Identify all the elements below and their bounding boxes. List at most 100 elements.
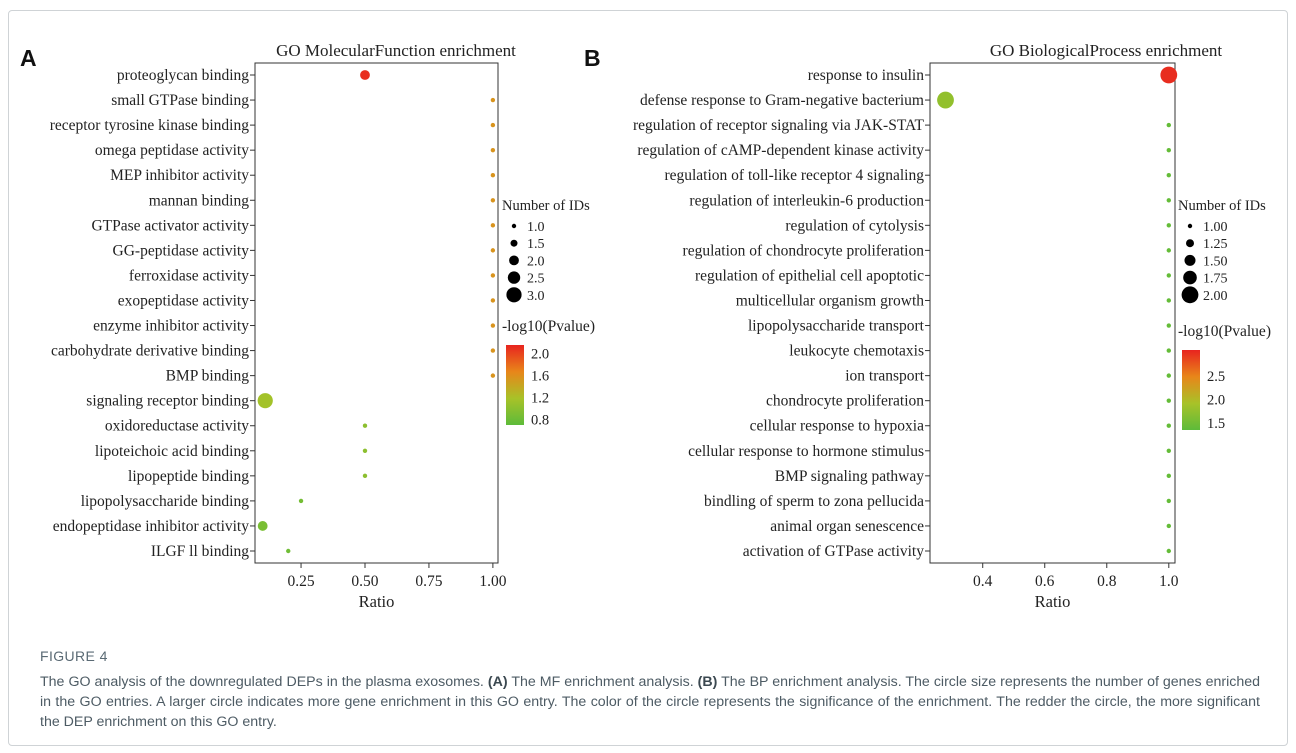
- y-tick-label: proteoglycan binding: [117, 67, 249, 84]
- y-tick-label: lipopolysaccharide transport: [748, 318, 925, 335]
- data-point: [1166, 473, 1171, 479]
- color-bar: [1182, 350, 1200, 430]
- size-legend-dot: [509, 255, 519, 266]
- color-bar-label: 1.5: [1207, 416, 1225, 432]
- data-point: [490, 147, 496, 153]
- y-tick-label: multicellular organism growth: [736, 292, 925, 309]
- figure-caption: FIGURE 4 The GO analysis of the downregu…: [40, 648, 1260, 732]
- y-tick-label: regulation of cAMP-dependent kinase acti…: [637, 142, 924, 159]
- panel-b: B GO BiologicalProcess enrichment response…: [584, 41, 1271, 611]
- y-tick-label: small GTPase binding: [111, 92, 249, 109]
- y-tick-label: lipopeptide binding: [128, 468, 249, 485]
- size-legend-label: 1.50: [1203, 254, 1228, 269]
- data-point: [490, 348, 496, 353]
- data-point: [362, 448, 368, 453]
- color-bar-label: 1.6: [531, 368, 549, 384]
- y-tick-label: regulation of toll-like receptor 4 signa…: [664, 167, 924, 184]
- color-bar: [506, 345, 524, 425]
- chart-title: GO MolecularFunction enrichment: [276, 41, 516, 60]
- data-point: [1166, 248, 1171, 253]
- data-point: [490, 198, 496, 203]
- x-tick-label: 0.4: [973, 573, 993, 590]
- data-point: [257, 393, 273, 409]
- y-tick-label: exopeptidase activity: [118, 292, 250, 309]
- y-tick-label: lipoteichoic acid binding: [95, 443, 249, 460]
- size-legend-title: Number of IDs: [502, 198, 590, 214]
- data-point: [1166, 398, 1171, 403]
- size-legend-title: Number of IDs: [1178, 198, 1266, 214]
- data-point: [1166, 147, 1171, 153]
- y-tick-label: regulation of interleukin-6 production: [689, 192, 924, 209]
- size-legend-label: 1.0: [527, 220, 545, 235]
- color-bar-label: 1.2: [531, 390, 549, 406]
- y-tick-label: oxidoreductase activity: [105, 418, 249, 435]
- size-legend-label: 1.25: [1203, 237, 1228, 252]
- size-legend-label: 1.75: [1203, 272, 1228, 287]
- color-bar-label: 2.0: [531, 346, 549, 362]
- size-legend-label: 1.5: [527, 237, 545, 252]
- data-point: [360, 70, 370, 80]
- y-tick-label: regulation of cytolysis: [785, 217, 924, 234]
- x-axis-label: Ratio: [359, 592, 395, 611]
- y-tick-label: response to insulin: [808, 67, 924, 84]
- y-tick-label: enzyme inhibitor activity: [93, 318, 249, 335]
- data-point: [490, 298, 496, 303]
- y-tick-label: cellular response to hypoxia: [750, 418, 924, 435]
- y-tick-label: signaling receptor binding: [86, 393, 249, 410]
- y-tick-label: ferroxidase activity: [129, 267, 249, 284]
- data-point: [1166, 448, 1171, 453]
- data-point: [490, 323, 496, 328]
- data-point: [362, 473, 368, 479]
- data-point: [1166, 548, 1171, 554]
- x-tick-label: 0.75: [415, 573, 442, 590]
- data-point: [1166, 523, 1171, 529]
- data-point: [490, 248, 496, 253]
- data-point: [1166, 173, 1171, 178]
- size-legend-label: 2.00: [1203, 289, 1228, 304]
- size-legend-dot: [511, 223, 517, 229]
- panel-a: A GO MolecularFunction enrichment proteogl…: [20, 41, 595, 611]
- size-legend-dot: [1187, 223, 1193, 229]
- x-tick-label: 1.0: [1159, 573, 1179, 590]
- y-tick-label: BMP binding: [166, 368, 250, 385]
- y-tick-label: bindling of sperm to zona pellucida: [704, 493, 924, 510]
- color-bar-label: 2.0: [1207, 392, 1225, 408]
- caption-fragment: The MF enrichment analysis.: [507, 674, 698, 690]
- y-tick-label: carbohydrate derivative binding: [51, 343, 249, 360]
- y-tick-label: leukocyte chemotaxis: [789, 343, 924, 360]
- data-point: [1166, 498, 1171, 504]
- data-point: [362, 423, 368, 428]
- x-tick-label: 0.25: [287, 573, 314, 590]
- size-legend-dot: [510, 239, 518, 247]
- y-tick-label: regulation of chondrocyte proliferation: [683, 242, 925, 259]
- x-tick-label: 0.50: [351, 573, 378, 590]
- x-tick-label: 0.6: [1035, 573, 1055, 590]
- y-tick-label: activation of GTPase activity: [743, 543, 924, 560]
- y-tick-label: ion transport: [845, 368, 924, 385]
- data-point: [1166, 423, 1171, 428]
- panel-letter: B: [584, 45, 601, 71]
- data-point: [490, 223, 496, 228]
- data-point: [1166, 298, 1171, 303]
- x-tick-label: 0.8: [1097, 573, 1117, 590]
- y-tick-label: lipopolysaccharide binding: [81, 493, 250, 510]
- chart-canvas: A GO MolecularFunction enrichment proteogl…: [20, 41, 1271, 611]
- size-legend-dot: [1186, 239, 1194, 248]
- figure-frame: [8, 10, 1288, 746]
- color-bar-label: 2.5: [1207, 369, 1225, 385]
- y-tick-label: ILGF ll binding: [151, 543, 249, 560]
- x-axis-label: Ratio: [1035, 592, 1071, 611]
- y-tick-label: regulation of receptor signaling via JAK…: [633, 117, 925, 134]
- plot-frame: [929, 62, 1176, 564]
- caption-text: The GO analysis of the downregulated DEP…: [40, 672, 1260, 732]
- data-point: [937, 91, 954, 109]
- y-tick-label: cellular response to hormone stimulus: [688, 443, 924, 460]
- data-point: [1166, 223, 1171, 228]
- x-tick-label: 1.00: [479, 573, 506, 590]
- y-tick-label: omega peptidase activity: [95, 142, 249, 159]
- y-tick-label: GG-peptidase activity: [113, 242, 250, 259]
- data-point: [1166, 373, 1171, 378]
- data-point: [257, 521, 268, 531]
- y-tick-label: animal organ senescence: [770, 518, 924, 535]
